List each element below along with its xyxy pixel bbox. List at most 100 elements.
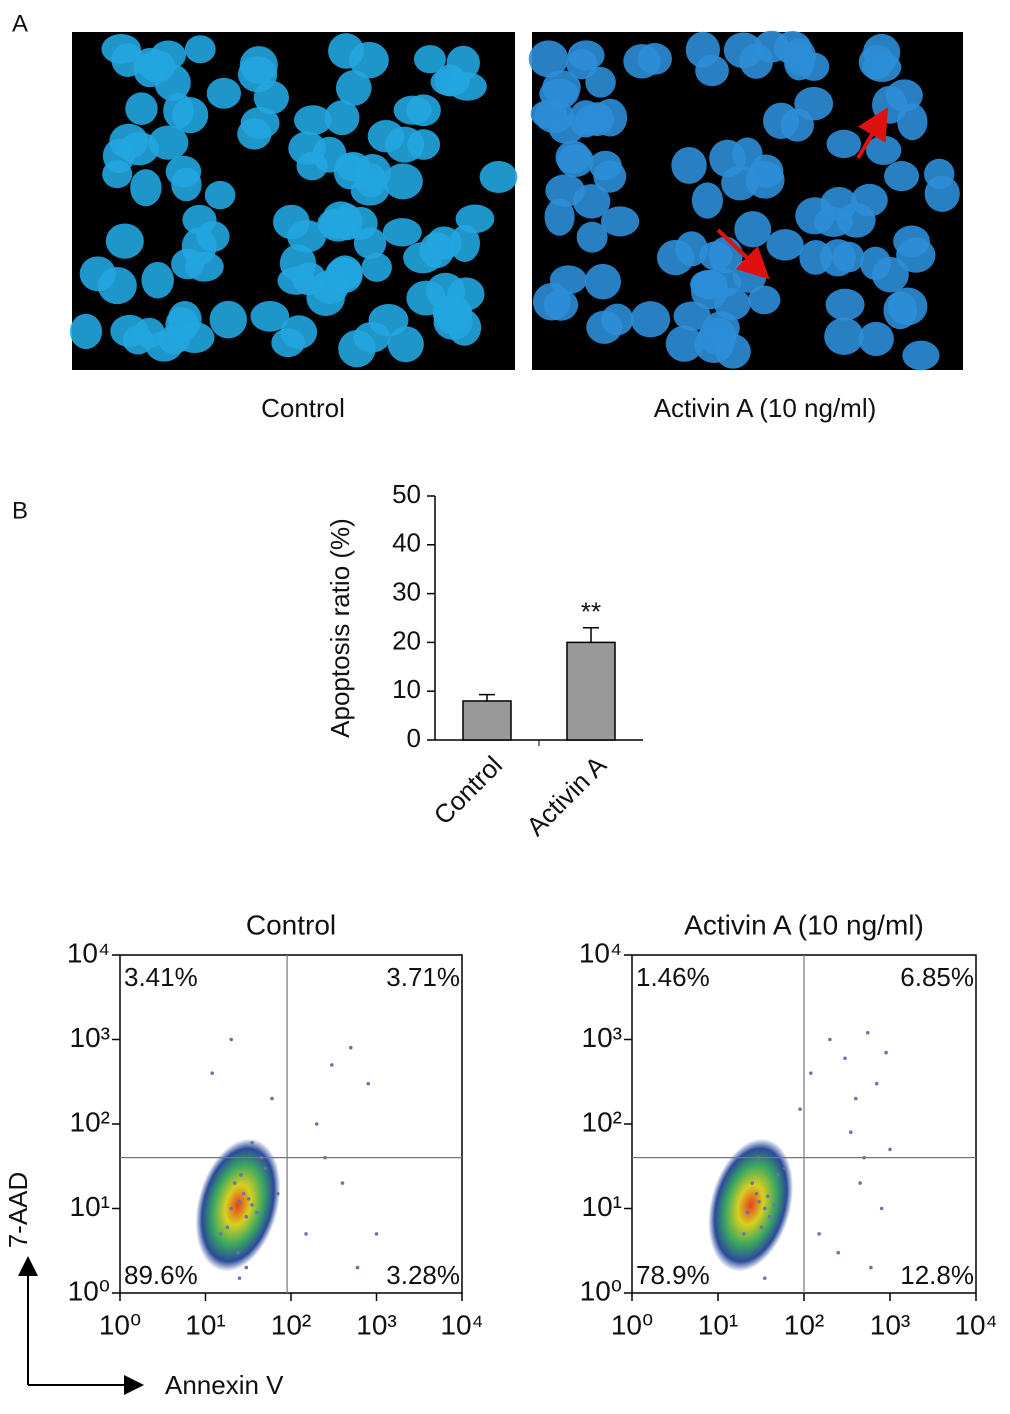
nucleus	[406, 280, 447, 316]
nucleus	[105, 223, 144, 259]
nucleus	[671, 147, 707, 184]
nucleus	[685, 31, 720, 68]
x-tick-label: 10¹	[185, 1309, 225, 1340]
event	[244, 1265, 249, 1270]
nucleus	[171, 167, 202, 202]
quadrant-label: 6.85%	[900, 962, 974, 992]
x-tick-label: 10¹	[698, 1309, 738, 1340]
nucleus	[826, 129, 862, 159]
nucleus	[335, 70, 372, 106]
nucleus	[862, 52, 902, 83]
caption: Control	[261, 393, 345, 423]
nucleus	[237, 56, 278, 93]
nucleus	[271, 328, 305, 358]
nucleus	[544, 198, 575, 236]
x-tick-label: 10³	[356, 1309, 396, 1340]
nucleus	[860, 246, 892, 280]
event	[843, 1056, 847, 1061]
plot-frame	[119, 954, 463, 1294]
y-tick-label: 10¹	[70, 1191, 110, 1222]
nucleus	[349, 41, 389, 79]
y-tick-label: 10¹	[582, 1191, 622, 1222]
nucleus	[589, 150, 622, 181]
nucleus	[79, 256, 116, 292]
event	[304, 1232, 308, 1236]
panel-label: A	[12, 10, 28, 37]
y-tick-label: 10²	[582, 1106, 622, 1137]
nucleus	[576, 221, 608, 253]
nucleus	[902, 340, 940, 371]
event	[246, 1197, 251, 1201]
event	[798, 1107, 802, 1111]
y-axis-label: Apoptosis ratio (%)	[325, 518, 355, 738]
chart-title: Activin A (10 ng/ml)	[684, 909, 924, 940]
event	[241, 1191, 246, 1196]
nucleus	[884, 161, 920, 192]
nucleus	[851, 183, 888, 217]
y-tick-label: 10³	[70, 1022, 110, 1053]
nucleus	[691, 182, 723, 219]
event	[225, 1225, 230, 1230]
nucleus	[382, 218, 422, 247]
nucleus	[887, 287, 928, 326]
nucleus	[585, 66, 616, 98]
event	[255, 1210, 259, 1215]
nucleus	[528, 40, 569, 78]
nucleus	[69, 313, 103, 350]
event	[329, 1063, 334, 1067]
y-tick-label: 40	[392, 528, 421, 558]
y-tick-label: 10⁰	[68, 1275, 110, 1306]
nucleus	[732, 137, 763, 171]
quadrant-label: 3.71%	[386, 962, 460, 992]
y-tick-label: 20	[392, 625, 421, 655]
nucleus	[893, 225, 930, 257]
event	[355, 1265, 360, 1270]
nucleus	[865, 135, 902, 165]
event	[853, 1096, 858, 1101]
event	[229, 1206, 234, 1211]
nucleus	[656, 239, 695, 276]
nucleus	[109, 123, 149, 160]
nucleus	[171, 248, 205, 280]
y-tick-label: 50	[392, 479, 421, 509]
x-tick-label: 10⁰	[99, 1309, 141, 1340]
event	[772, 1203, 776, 1207]
quadrant-label: 3.28%	[386, 1260, 460, 1290]
nucleus	[296, 151, 328, 181]
nucleus	[206, 77, 242, 109]
nucleus	[174, 322, 215, 354]
nucleus	[171, 97, 209, 134]
nucleus	[333, 152, 365, 190]
nucleus	[240, 106, 280, 139]
nucleus	[534, 99, 575, 134]
event	[218, 1232, 223, 1236]
x-tick-label: 10⁴	[440, 1309, 483, 1340]
event	[888, 1147, 892, 1152]
event	[250, 1203, 254, 1207]
x-tick-label: 10²	[271, 1309, 311, 1340]
x-tick-label: 10³	[870, 1309, 910, 1340]
nucleus	[403, 242, 443, 274]
nucleus	[858, 321, 894, 357]
nucleus	[332, 203, 363, 241]
nucleus	[479, 161, 518, 193]
nucleus	[924, 158, 955, 190]
x-axis-label: Annexin V	[165, 1370, 284, 1400]
quadrant-label: 1.46%	[636, 962, 710, 992]
bar	[462, 700, 512, 741]
nucleus	[581, 102, 614, 137]
nucleus	[133, 48, 168, 77]
event	[776, 1173, 780, 1177]
caption: Activin A (10 ng/ml)	[654, 393, 877, 423]
event	[759, 1225, 764, 1230]
event	[340, 1181, 345, 1185]
event	[314, 1122, 319, 1126]
nucleus	[766, 229, 804, 261]
event	[244, 1214, 249, 1219]
event	[210, 1071, 215, 1075]
density	[195, 1138, 281, 1272]
arrow	[716, 228, 770, 280]
event	[836, 1250, 841, 1255]
nucleus	[209, 300, 247, 339]
nucleus	[872, 85, 908, 124]
